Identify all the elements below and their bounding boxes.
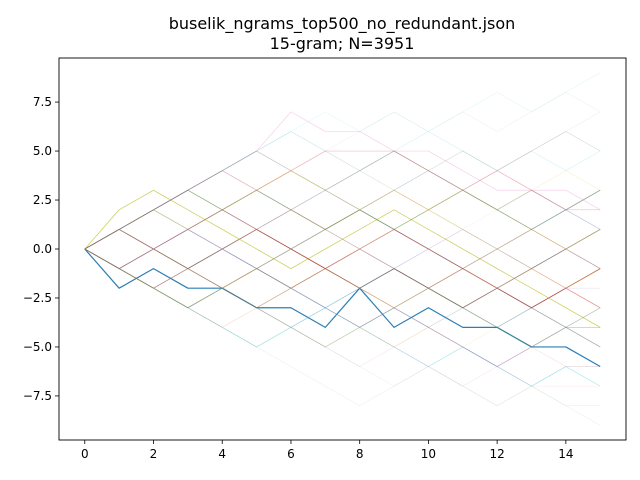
series-line-8	[84, 248, 601, 309]
series-line-25	[84, 72, 601, 250]
series-line-18	[84, 229, 601, 328]
y-tick-label: 0.0	[33, 242, 52, 256]
y-tick-label: −5.0	[23, 340, 52, 354]
series-line-34	[84, 248, 601, 348]
series-line-22	[84, 189, 601, 269]
series-layer	[84, 72, 601, 426]
series-line-31	[84, 248, 601, 348]
series-line-20	[84, 248, 601, 387]
series-line-10	[84, 248, 601, 387]
series-line-37	[84, 229, 601, 328]
series-line-12	[84, 248, 601, 309]
series-line-39	[84, 248, 601, 387]
series-line-33	[84, 131, 601, 250]
y-axis: −7.5 −5.0 −2.5 0.0 2.5 5.0 7.5	[23, 95, 59, 403]
series-line-28	[84, 248, 601, 367]
x-tick-label: 0	[81, 447, 89, 461]
series-line-19	[84, 131, 601, 250]
y-tick-label: 7.5	[33, 95, 52, 109]
series-line-27	[84, 131, 601, 250]
plot-area	[58, 57, 627, 441]
series-line-32	[84, 189, 601, 328]
series-line-16	[84, 248, 601, 348]
x-tick-label: 6	[287, 447, 295, 461]
series-line-13	[84, 170, 601, 250]
series-line-35	[84, 91, 601, 250]
y-tick-label: −7.5	[23, 389, 52, 403]
x-tick-label: 14	[558, 447, 573, 461]
series-line-15	[84, 209, 601, 269]
y-tick-label: 5.0	[33, 144, 52, 158]
series-line-9	[84, 111, 601, 250]
series-line-17	[84, 150, 601, 250]
series-line-11	[84, 150, 601, 250]
series-line-14	[84, 248, 601, 328]
x-tick-label: 10	[421, 447, 436, 461]
chart-title-line-1: buselik_ngrams_top500_no_redundant.json	[169, 14, 516, 34]
y-tick-label: 2.5	[33, 193, 52, 207]
series-line-21	[84, 170, 601, 289]
x-tick-label: 12	[489, 447, 504, 461]
x-axis: 0 2 4 6 8 10 12 14	[81, 440, 574, 461]
series-line-24	[84, 248, 601, 328]
series-line-5	[84, 189, 601, 250]
series-line-40	[84, 170, 601, 269]
x-tick-label: 2	[150, 447, 158, 461]
series-line-38	[84, 111, 601, 250]
series-line-23	[84, 189, 601, 269]
series-line-29	[84, 170, 601, 250]
x-tick-label: 4	[218, 447, 226, 461]
series-line-26	[84, 248, 601, 407]
series-line-30	[84, 170, 601, 269]
series-line-36	[84, 248, 601, 426]
series-line-7	[84, 229, 601, 367]
x-tick-label: 8	[356, 447, 364, 461]
chart-title-line-2: 15-gram; N=3951	[270, 34, 415, 53]
y-tick-label: −2.5	[23, 291, 52, 305]
